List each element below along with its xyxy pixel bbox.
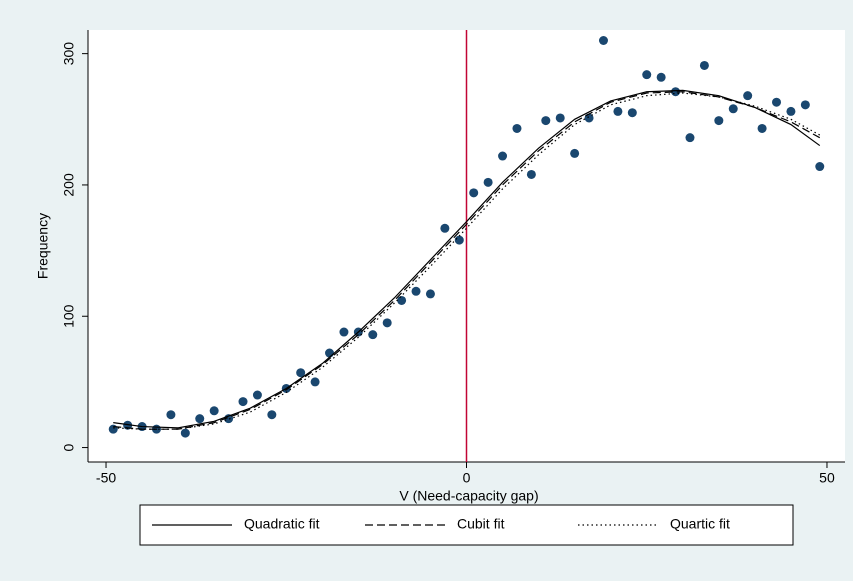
data-point: [800, 100, 810, 110]
data-point: [339, 327, 349, 337]
data-point: [526, 169, 536, 179]
data-point: [642, 70, 652, 80]
data-point: [498, 151, 508, 161]
data-point: [209, 406, 219, 416]
data-point: [772, 97, 782, 107]
data-point: [512, 123, 522, 133]
x-tick-label: 0: [463, 470, 471, 486]
data-point: [195, 414, 205, 424]
data-point: [786, 106, 796, 116]
data-point: [425, 289, 435, 299]
data-point: [627, 108, 637, 118]
legend-label: Cubit fit: [457, 516, 505, 532]
data-point: [757, 123, 767, 133]
data-point: [613, 106, 623, 116]
data-point: [397, 295, 407, 305]
data-point: [454, 235, 464, 245]
legend: [139, 504, 794, 546]
x-tick-label: -50: [96, 470, 116, 486]
x-axis-label: V (Need-capacity gap): [399, 488, 538, 504]
data-point: [440, 223, 450, 233]
y-tick-label: 0: [61, 443, 77, 451]
data-point: [166, 410, 176, 420]
legend-label: Quadratic fit: [244, 516, 320, 532]
data-point: [743, 91, 753, 101]
data-point: [598, 36, 608, 46]
data-point: [815, 162, 825, 172]
data-point: [570, 148, 580, 158]
data-point: [685, 133, 695, 143]
data-point: [325, 348, 335, 358]
legend-label: Quartic fit: [670, 516, 730, 532]
data-point: [252, 390, 262, 400]
fit-line: [113, 92, 821, 430]
data-point: [541, 116, 551, 126]
y-axis-label: Frequency: [35, 213, 51, 279]
y-tick-label: 100: [61, 304, 77, 328]
fit-line: [113, 91, 821, 430]
data-point: [296, 368, 306, 378]
data-point: [714, 116, 724, 126]
data-point: [368, 330, 378, 340]
x-tick-label: 50: [819, 470, 835, 486]
y-tick-label: 200: [61, 173, 77, 197]
data-point: [238, 397, 248, 407]
data-point: [728, 104, 738, 114]
data-point: [411, 286, 421, 296]
data-point: [108, 424, 118, 434]
y-tick-label: 300: [61, 42, 77, 66]
data-point: [267, 410, 277, 420]
data-point: [555, 113, 565, 123]
data-point: [469, 188, 479, 198]
data-point: [310, 377, 320, 387]
data-point: [382, 318, 392, 328]
fit-line: [113, 89, 821, 429]
data-point: [180, 428, 190, 438]
data-point: [656, 72, 666, 82]
data-point: [699, 60, 709, 70]
data-point: [483, 177, 493, 187]
